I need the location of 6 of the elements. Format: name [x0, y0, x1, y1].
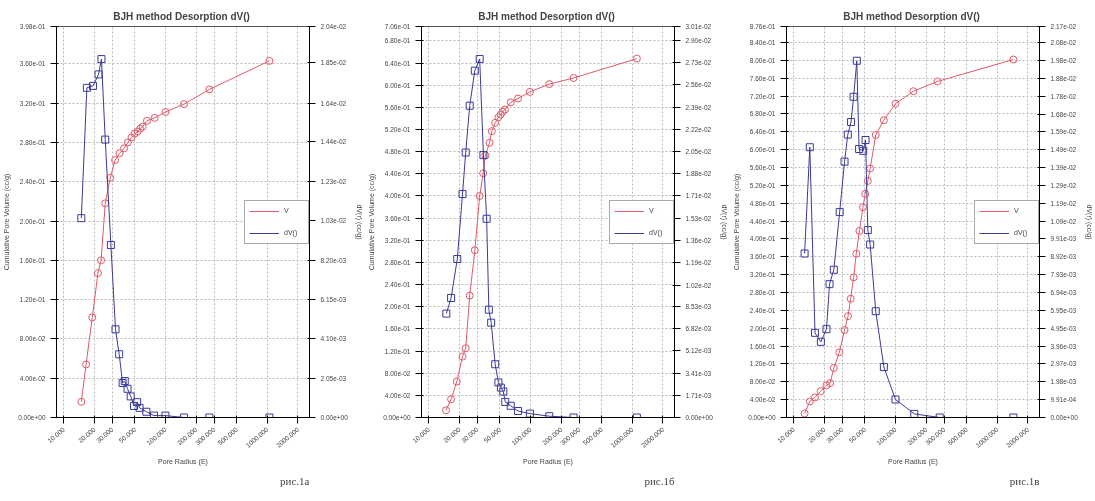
text: рис.1б: [644, 474, 675, 487]
chart-title: BJH method Desorption dV(): [843, 10, 980, 22]
text: рис.1в: [1009, 474, 1040, 487]
text: рис.1а: [280, 474, 310, 487]
chart-title: BJH method Desorption dV(): [478, 10, 615, 22]
chart-title: BJH method Desorption dV(): [113, 10, 250, 22]
